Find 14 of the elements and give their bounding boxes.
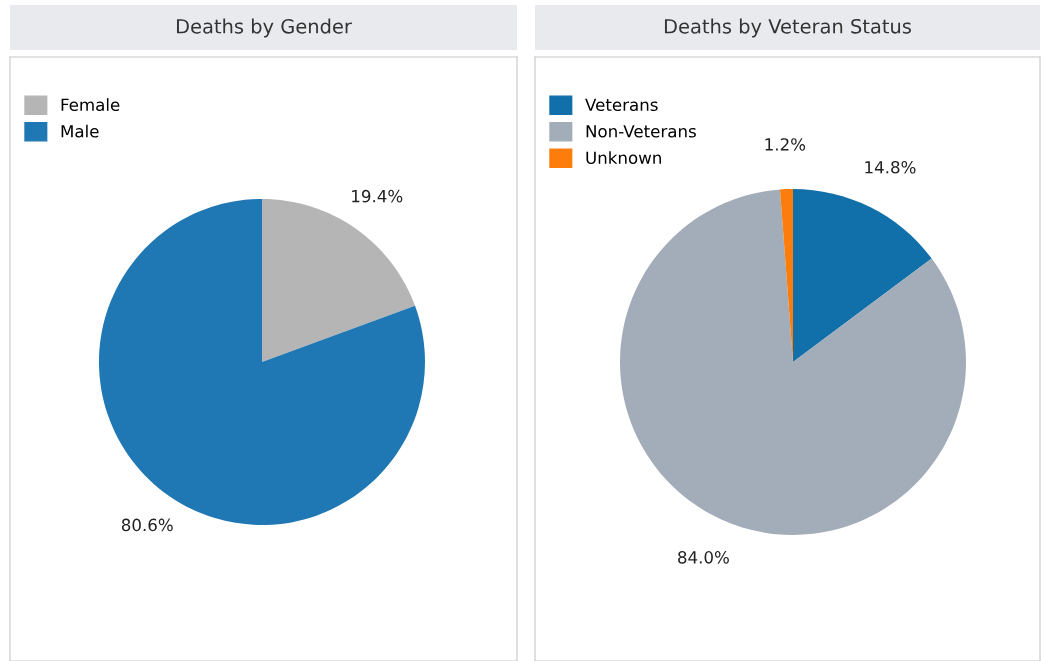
pie-slice (793, 189, 932, 362)
data-label: 14.8% (865, 160, 916, 174)
data-label: 1.2% (765, 138, 806, 151)
legend-label: Male (61, 124, 99, 138)
legend-label: Non-Veterans (586, 125, 696, 138)
chart-title: Deaths by Veteran Status (664, 18, 911, 38)
legend-label: Female (61, 98, 120, 112)
legend-label: Veterans (585, 98, 658, 112)
pie-slice (620, 189, 966, 535)
data-label: 19.4% (352, 189, 403, 203)
data-label: 84.0% (678, 551, 729, 564)
chart-title: Deaths by Gender (177, 18, 352, 38)
legend-label: Unknown (586, 151, 661, 165)
data-label: 80.6% (121, 518, 173, 532)
